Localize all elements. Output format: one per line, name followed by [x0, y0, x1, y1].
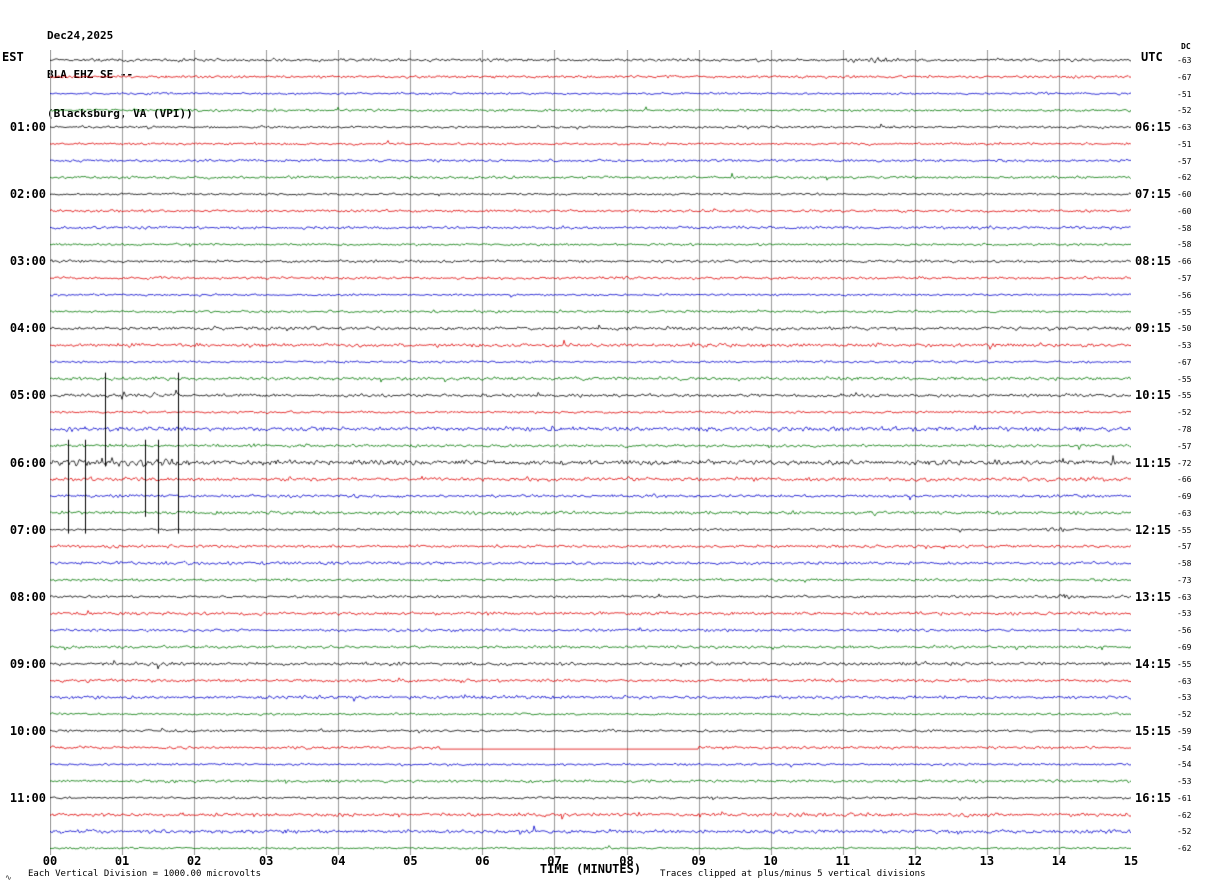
est-hour-label: 03:00: [9, 254, 46, 269]
dc-value: -55: [1177, 307, 1192, 317]
est-hour-label: 09:00: [9, 656, 46, 671]
utc-hour-label: 12:15: [1135, 522, 1172, 537]
est-hour-label: 08:00: [9, 589, 46, 604]
utc-hour-label: 11:15: [1135, 455, 1172, 470]
utc-hour-label: 06:15: [1135, 120, 1172, 135]
dc-value: -69: [1177, 642, 1192, 652]
dc-value: -51: [1177, 89, 1192, 99]
dc-value: -63: [1177, 676, 1192, 686]
dc-axis-header: DC: [1181, 42, 1191, 51]
est-hour-label: 01:00: [9, 120, 46, 135]
dc-value: -52: [1177, 408, 1192, 418]
est-hour-label: 05:00: [9, 388, 46, 403]
utc-hour-label: 10:15: [1135, 388, 1172, 403]
dc-value: -55: [1177, 374, 1192, 384]
dc-value: -54: [1177, 743, 1192, 753]
dc-value: -73: [1177, 575, 1192, 585]
est-hour-label: 06:00: [9, 455, 46, 470]
dc-value: -60: [1177, 206, 1192, 216]
est-hour-label: 02:00: [9, 187, 46, 202]
dc-value: -53: [1177, 777, 1192, 787]
dc-value: -56: [1177, 626, 1192, 636]
dc-value: -56: [1177, 290, 1192, 300]
clip-note: Traces clipped at plus/minus 5 vertical …: [660, 869, 926, 879]
dc-value: -63: [1177, 56, 1192, 65]
dc-value: -51: [1177, 139, 1192, 149]
dc-value: -53: [1177, 609, 1192, 619]
dc-value: -52: [1177, 827, 1192, 837]
dc-value: -63: [1177, 123, 1192, 133]
dc-value: -72: [1177, 458, 1192, 468]
dc-value: -66: [1177, 257, 1192, 267]
dc-value: -67: [1177, 357, 1192, 367]
dc-value: -61: [1177, 793, 1192, 803]
dc-value: -58: [1177, 559, 1192, 569]
est-hour-label: 07:00: [9, 522, 46, 537]
dc-value: -59: [1177, 726, 1192, 736]
corner-mark: ∿: [5, 873, 12, 882]
dc-value: -57: [1177, 274, 1192, 284]
dc-value: -63: [1177, 592, 1192, 602]
utc-hour-label: 16:15: [1135, 790, 1172, 805]
dc-value: -55: [1177, 391, 1192, 401]
dc-value: -69: [1177, 492, 1192, 502]
dc-value: -57: [1177, 542, 1192, 552]
utc-hour-label: 08:15: [1135, 254, 1172, 269]
dc-value: -63: [1177, 508, 1192, 518]
x-axis-title: TIME (MINUTES): [539, 862, 642, 876]
utc-axis-header: UTC: [1141, 50, 1163, 64]
utc-hour-label: 13:15: [1135, 589, 1172, 604]
utc-hour-label: 09:15: [1135, 321, 1172, 336]
dc-value: -55: [1177, 525, 1192, 535]
dc-value: -52: [1177, 106, 1192, 116]
dc-value: -67: [1177, 72, 1192, 82]
dc-value: -66: [1177, 475, 1192, 485]
est-axis-header: EST: [2, 50, 24, 64]
date-label: Dec24,2025: [47, 29, 114, 42]
dc-value: -55: [1177, 659, 1192, 669]
est-hour-label: 04:00: [9, 321, 46, 336]
dc-value: -57: [1177, 156, 1192, 166]
dc-value: -52: [1177, 710, 1192, 720]
est-hour-label: 10:00: [9, 723, 46, 738]
utc-hour-label: 07:15: [1135, 187, 1172, 202]
dc-value: -54: [1177, 760, 1192, 770]
dc-value: -62: [1177, 844, 1192, 854]
seismogram-canvas: [50, 50, 1131, 855]
dc-value: -53: [1177, 693, 1192, 703]
dc-value: -53: [1177, 341, 1192, 351]
dc-value: -62: [1177, 173, 1192, 183]
utc-hour-label: 15:15: [1135, 723, 1172, 738]
scale-note: Each Vertical Division = 1000.00 microvo…: [28, 869, 261, 879]
dc-value: -57: [1177, 441, 1192, 451]
utc-hour-label: 14:15: [1135, 656, 1172, 671]
dc-value: -78: [1177, 424, 1192, 434]
dc-value: -58: [1177, 223, 1192, 233]
est-hour-label: 11:00: [9, 790, 46, 805]
dc-value: -50: [1177, 324, 1192, 334]
dc-value: -58: [1177, 240, 1192, 250]
dc-value: -60: [1177, 190, 1192, 200]
dc-value: -62: [1177, 810, 1192, 820]
